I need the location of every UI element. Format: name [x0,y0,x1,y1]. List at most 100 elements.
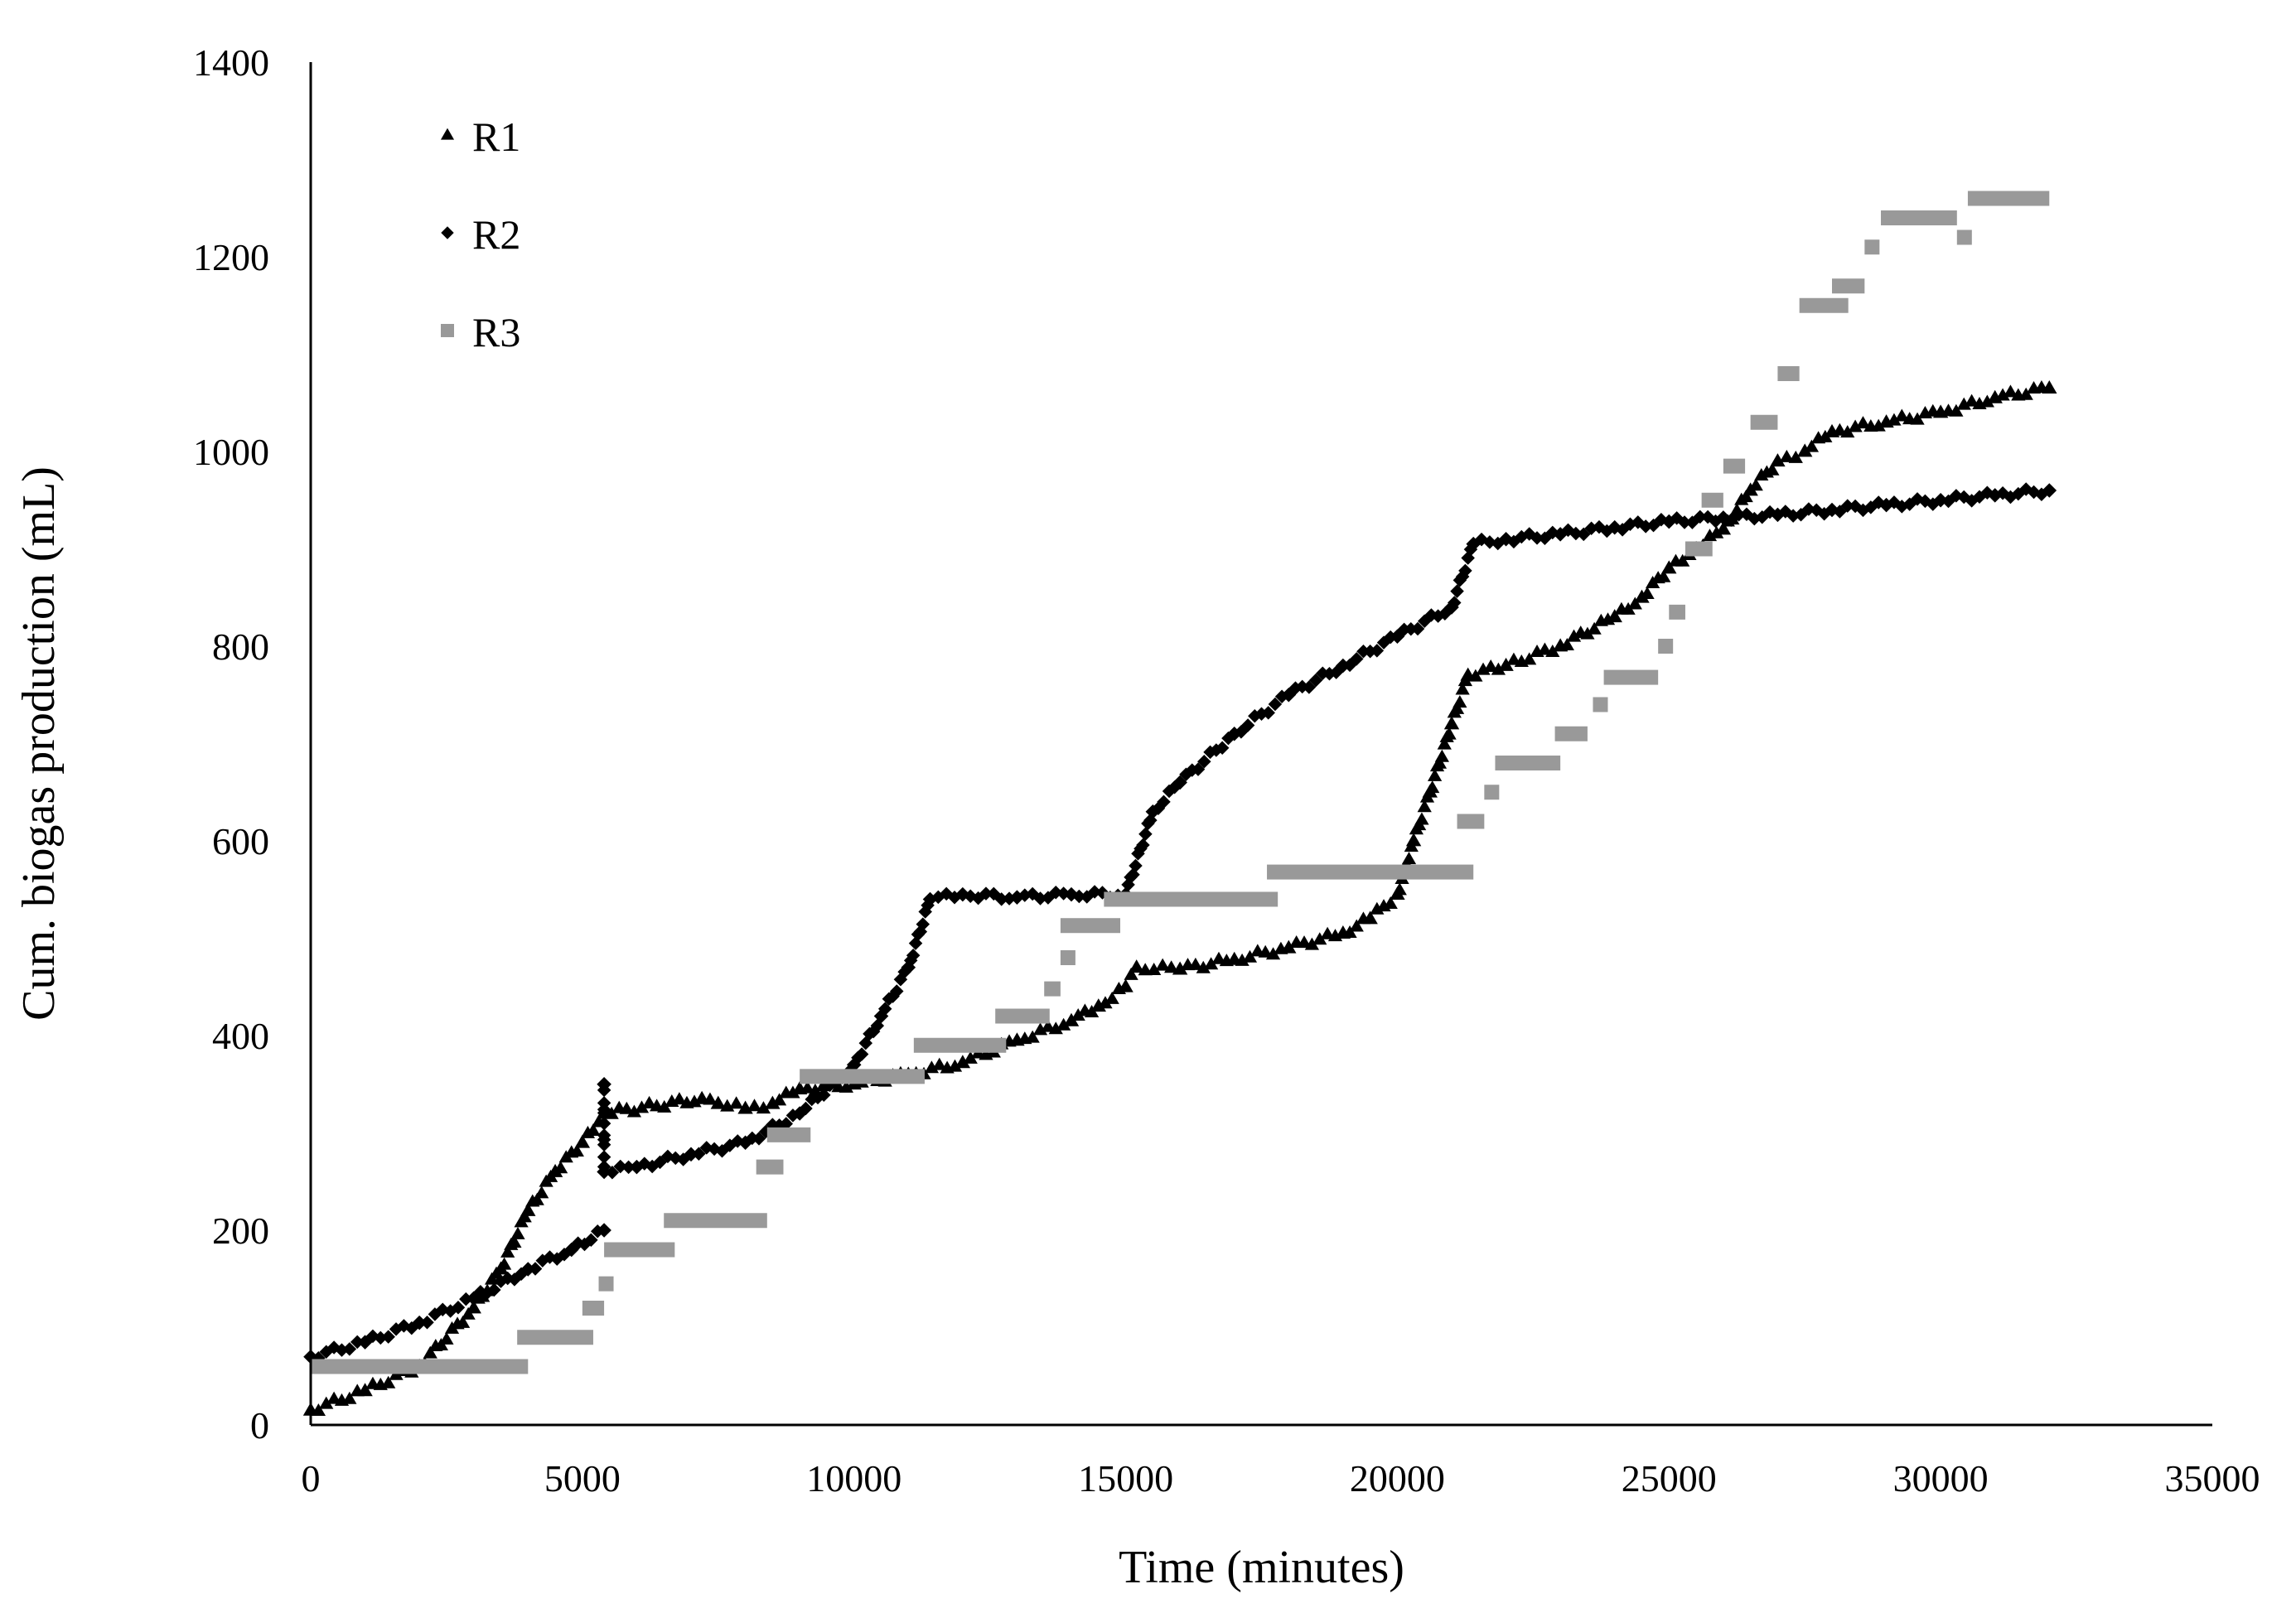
data-point [1312,932,1327,945]
data-point [1840,425,1855,438]
data-point [1559,637,1574,650]
data-point [597,1223,611,1238]
data-point [1498,531,1514,547]
data-point [2003,384,2018,398]
data-point [963,1050,978,1064]
data-point [1621,601,1636,615]
data-point [1553,527,1568,542]
data-point [621,1160,636,1175]
data-point [1804,439,1820,452]
data-point [1442,727,1457,740]
data-step [1484,785,1500,800]
data-point [1087,885,1102,899]
data-point [466,1300,481,1314]
legend-label-R3: R3 [472,309,520,355]
data-point [381,1375,396,1388]
data-point [1268,697,1283,712]
data-point [553,1161,568,1174]
data-point [1434,749,1449,762]
data-point [510,1226,525,1239]
data-point [1063,1012,1080,1026]
data-step [1685,541,1713,557]
data-point [1995,388,2010,401]
data-point [597,1083,611,1098]
data-point [1458,563,1472,578]
data-point [1131,847,1145,861]
data-point [423,1345,437,1359]
legend-marker-R1 [440,128,455,140]
data-point [1748,478,1763,491]
data-point [947,1059,963,1072]
data-point [916,917,930,931]
data-point [1871,418,1886,432]
data-point [1104,991,1119,1004]
x-tick-label: 5000 [544,1457,621,1500]
data-point [684,1147,698,1162]
data-step [664,1213,767,1229]
data-point [1041,1019,1056,1032]
data-step [311,1359,529,1374]
data-point [1840,499,1854,513]
data-point [752,1132,766,1146]
data-point [1770,507,1786,523]
data-point [1765,462,1780,476]
data-point [799,1101,813,1116]
data-point [1370,644,1385,658]
data-point [1498,657,1514,671]
data-point [657,1099,672,1113]
data-point [779,1117,793,1131]
data-point [1191,762,1206,776]
data-point [500,1244,515,1258]
data-step [598,1276,614,1292]
x-axis-title: Time (minutes) [1119,1542,1404,1593]
x-tick-label: 35000 [2165,1457,2260,1500]
data-point [586,1123,601,1137]
data-point [487,1282,501,1297]
data-point [710,1095,726,1109]
data-point [1522,652,1537,665]
data-point [1281,939,1297,954]
data-step [995,1008,1050,1024]
data-point [319,1396,334,1409]
data-step [1554,726,1588,741]
data-point [1172,775,1187,790]
data-step [1723,458,1746,474]
data-step [1658,639,1674,654]
data-point [613,1159,628,1174]
data-point [906,949,921,963]
data-point [455,1315,471,1328]
data-point [771,1093,787,1106]
data-point [1350,652,1364,666]
data-point [1297,935,1312,949]
data-point [1956,397,1971,410]
data-point [1715,521,1732,535]
data-step [517,1330,593,1345]
data-point [605,1165,620,1180]
data-point [1894,408,1909,422]
data-point [569,1143,584,1157]
data-point [597,1164,611,1180]
data-point [1349,919,1364,932]
data-point [1427,768,1443,781]
data-point [1468,669,1483,682]
data-point [1677,515,1692,529]
data-point [1887,413,1902,426]
data-point [1308,673,1323,688]
x-tick-label: 25000 [1622,1457,1717,1500]
data-point [1587,621,1602,635]
x-tick-label: 30000 [1893,1457,1989,1500]
data-point [1215,741,1230,756]
data-point [597,1150,611,1164]
y-tick-label: 200 [212,1210,269,1252]
data-point [800,1080,815,1094]
x-tick-labels: 0 5000 10000 15000 20000 25000 30000 35000 [302,1457,2260,1500]
data-point [1855,416,1871,429]
y-tick-label: 0 [250,1404,269,1446]
series-R2 [303,482,2057,1365]
data-point [1138,827,1153,841]
data-point [955,1055,971,1069]
data-point [1949,403,1964,417]
data-point [1569,526,1583,541]
data-point [1788,450,1803,463]
data-step [1669,604,1685,620]
